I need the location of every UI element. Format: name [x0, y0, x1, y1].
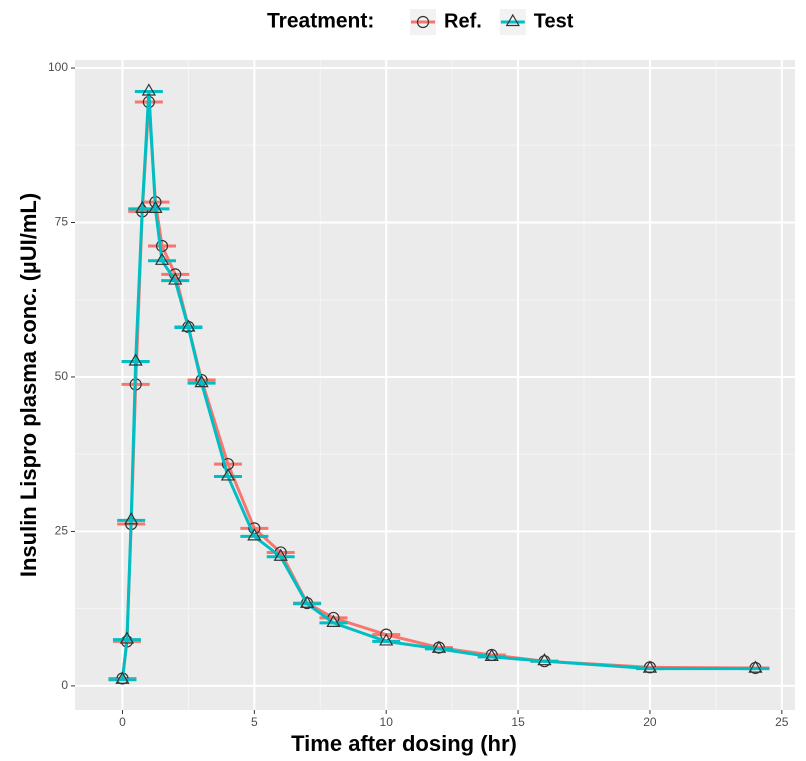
legend-marker	[416, 15, 430, 29]
marker	[115, 671, 130, 684]
x-axis-title: Time after dosing (hr)	[291, 731, 517, 756]
marker	[431, 640, 447, 653]
marker	[748, 660, 763, 673]
marker	[194, 374, 209, 388]
marker	[484, 648, 499, 661]
y-tick-label: 0	[61, 678, 68, 692]
y-tick-label: 100	[48, 60, 68, 74]
marker	[220, 468, 236, 481]
marker	[247, 528, 262, 541]
x-tick-label: 5	[251, 715, 258, 729]
marker	[642, 660, 658, 673]
marker	[273, 548, 288, 561]
legend-label: Ref.	[444, 10, 482, 32]
x-tick-label: 10	[380, 715, 394, 729]
y-axis-title: Insulin Lispro plasma conc. (µUI/mL)	[16, 193, 41, 577]
x-tick-label: 25	[775, 715, 789, 729]
marker	[119, 631, 135, 644]
series-line	[120, 90, 756, 680]
x-tick-label: 0	[119, 715, 126, 729]
x-tick-label: 20	[643, 715, 657, 729]
marker	[128, 353, 143, 366]
panel	[75, 60, 795, 710]
y-tick-label: 25	[55, 524, 69, 538]
marker	[299, 595, 315, 608]
marker	[154, 252, 170, 265]
marker	[181, 319, 196, 332]
marker	[135, 200, 150, 214]
x-tick-label: 15	[511, 715, 525, 729]
y-tick-label: 50	[55, 369, 69, 383]
y-tick-label: 75	[55, 215, 69, 229]
marker	[168, 272, 183, 285]
legend-label: Test	[534, 10, 574, 32]
grid	[75, 60, 795, 710]
marker	[124, 512, 139, 525]
legend-title: Treatment:	[267, 10, 374, 33]
marker	[148, 200, 163, 214]
marker	[379, 633, 394, 646]
marker	[141, 83, 156, 96]
marker	[326, 614, 341, 627]
marker	[537, 652, 552, 666]
legend: Treatment: Ref. Test	[267, 9, 574, 35]
plot-area	[108, 83, 770, 685]
legend-marker	[505, 13, 520, 27]
